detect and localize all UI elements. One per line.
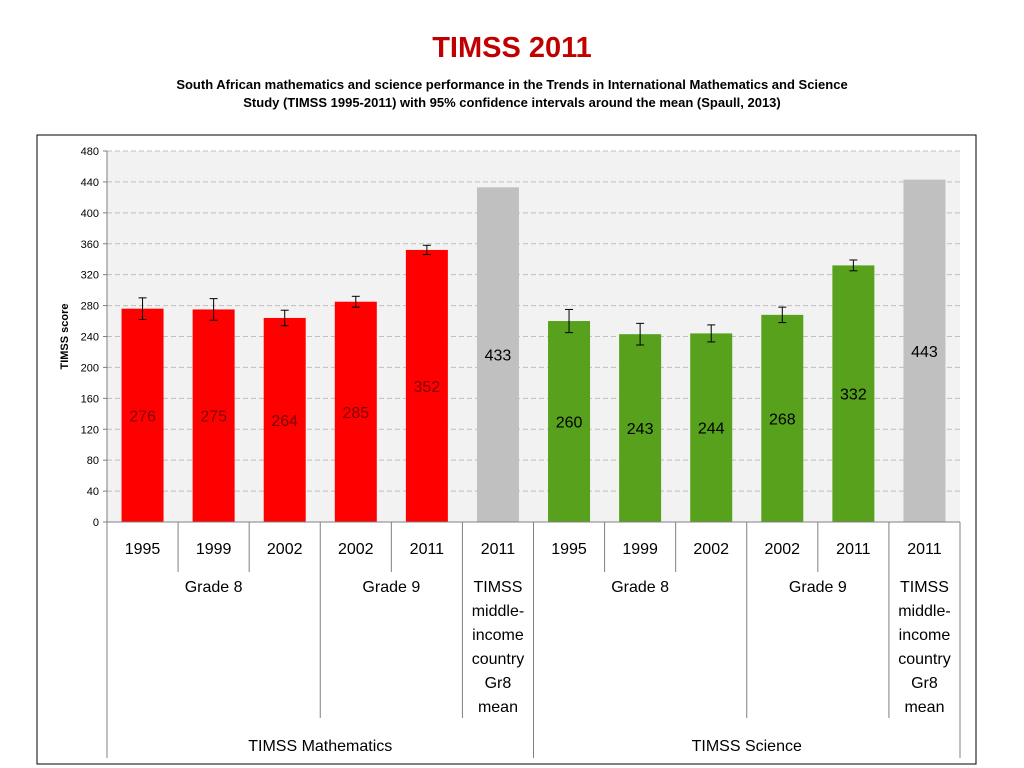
y-tick-label: 200 [81,362,99,374]
group-label: Grade 9 [362,579,420,596]
bar-science [832,265,875,522]
data-label: 260 [556,415,583,432]
data-label: 244 [698,421,725,438]
bar-science [619,334,662,522]
y-tick-label: 40 [87,486,99,498]
y-tick-label: 0 [93,517,99,529]
y-tick-label: 240 [81,332,99,344]
bar-science [548,321,591,522]
subject-label: TIMSS Science [692,738,802,755]
bar-benchmark [903,179,946,523]
x-tick-label: 2002 [693,541,729,558]
group-label: TIMSS middle-income country Gr8 mean [472,579,524,716]
bar-benchmark [476,187,519,522]
bar-math [334,301,377,522]
y-tick-label: 400 [81,208,99,220]
x-tick-label: 2002 [764,541,800,558]
data-label: 285 [342,405,369,422]
bar-math [405,249,448,522]
group-label: Grade 9 [789,579,847,596]
x-tick-label: 2011 [836,541,871,558]
x-tick-label: 2011 [410,541,445,558]
y-tick-label: 440 [81,177,99,189]
x-tick-label: 2011 [481,541,516,558]
data-label: 268 [769,411,796,428]
x-tick-label: 2011 [907,541,942,558]
y-tick-label: 80 [87,455,99,467]
data-label: 243 [627,421,654,438]
bar-science [690,333,733,522]
y-tick-label: 280 [81,301,99,313]
bar-science [761,314,804,522]
chart-title: TIMSS 2011 [432,32,592,64]
group-label: TIMSS middle-income country Gr8 mean [898,579,950,716]
bar-math [192,309,235,522]
y-tick-label: 320 [81,270,99,282]
data-label: 352 [414,379,441,396]
x-tick-label: 1995 [551,541,587,558]
chart-subtitle: South African mathematics and science pe… [176,77,848,110]
bar-math [121,308,164,522]
x-tick-label: 2002 [267,541,303,558]
x-tick-label: 1995 [125,541,161,558]
data-label: 275 [200,409,227,426]
y-tick-label: 120 [81,424,99,436]
subject-label: TIMSS Mathematics [248,738,392,755]
y-tick-label: 480 [81,146,99,158]
x-tick-label: 1999 [196,541,232,558]
data-label: 264 [271,413,298,430]
group-label: Grade 8 [185,579,243,596]
y-tick-label: 360 [81,239,99,251]
y-tick-label: 160 [81,393,99,405]
data-label: 276 [129,408,156,425]
data-label: 443 [911,344,938,361]
y-axis-title: TIMSS score [59,303,71,369]
group-label: Grade 8 [611,579,669,596]
data-label: 433 [485,348,512,365]
bar-math [263,317,306,522]
x-tick-label: 1999 [622,541,658,558]
data-label: 332 [840,387,867,404]
x-tick-label: 2002 [338,541,374,558]
